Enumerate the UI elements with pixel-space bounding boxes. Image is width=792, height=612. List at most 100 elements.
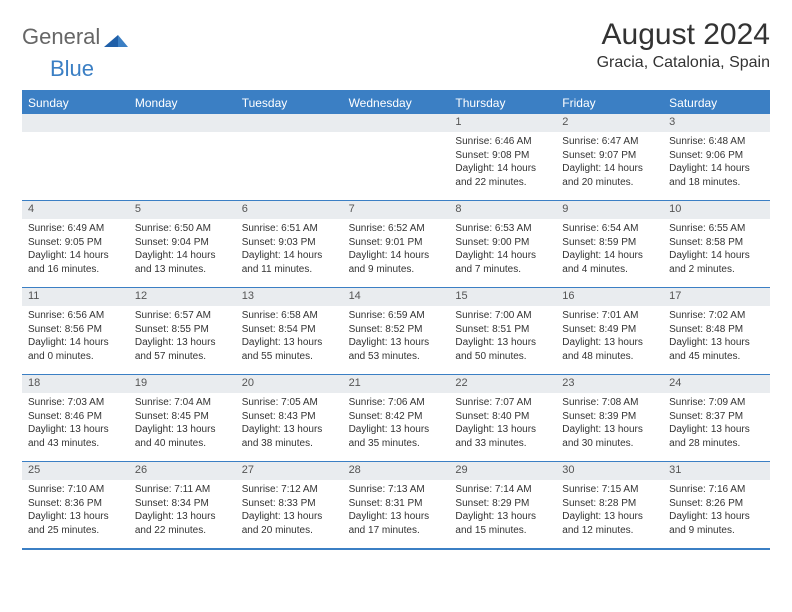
day-line: Sunset: 8:51 PM [455,323,550,337]
day-line: Sunset: 8:26 PM [669,497,764,511]
day-cell [22,114,129,200]
day-line: Sunrise: 7:12 AM [242,483,337,497]
dow-row: Sunday Monday Tuesday Wednesday Thursday… [22,92,770,114]
day-details: Sunrise: 7:14 AMSunset: 8:29 PMDaylight:… [449,480,556,541]
day-line: and 0 minutes. [28,350,123,364]
day-cell: 22Sunrise: 7:07 AMSunset: 8:40 PMDayligh… [449,375,556,461]
day-cell: 4Sunrise: 6:49 AMSunset: 9:05 PMDaylight… [22,201,129,287]
day-line: and 30 minutes. [562,437,657,451]
day-cell: 29Sunrise: 7:14 AMSunset: 8:29 PMDayligh… [449,462,556,548]
day-cell: 14Sunrise: 6:59 AMSunset: 8:52 PMDayligh… [343,288,450,374]
day-line: Daylight: 13 hours [28,423,123,437]
day-cell: 3Sunrise: 6:48 AMSunset: 9:06 PMDaylight… [663,114,770,200]
day-cell: 2Sunrise: 6:47 AMSunset: 9:07 PMDaylight… [556,114,663,200]
day-line: and 35 minutes. [349,437,444,451]
day-line: and 4 minutes. [562,263,657,277]
day-line: Sunset: 8:40 PM [455,410,550,424]
day-line: Daylight: 14 hours [28,249,123,263]
day-line: Sunrise: 6:47 AM [562,135,657,149]
day-details: Sunrise: 6:52 AMSunset: 9:01 PMDaylight:… [343,219,450,280]
day-details: Sunrise: 6:53 AMSunset: 9:00 PMDaylight:… [449,219,556,280]
day-line: and 17 minutes. [349,524,444,538]
day-line: Sunrise: 7:15 AM [562,483,657,497]
day-cell: 6Sunrise: 6:51 AMSunset: 9:03 PMDaylight… [236,201,343,287]
day-line: Sunrise: 7:16 AM [669,483,764,497]
day-number: 1 [449,114,556,132]
day-line: and 28 minutes. [669,437,764,451]
day-details: Sunrise: 7:06 AMSunset: 8:42 PMDaylight:… [343,393,450,454]
day-details: Sunrise: 6:57 AMSunset: 8:55 PMDaylight:… [129,306,236,367]
day-details: Sunrise: 7:04 AMSunset: 8:45 PMDaylight:… [129,393,236,454]
day-line: Sunrise: 6:48 AM [669,135,764,149]
day-line: Sunset: 8:37 PM [669,410,764,424]
day-line: Sunrise: 7:04 AM [135,396,230,410]
day-details: Sunrise: 6:56 AMSunset: 8:56 PMDaylight:… [22,306,129,367]
day-cell: 1Sunrise: 6:46 AMSunset: 9:08 PMDaylight… [449,114,556,200]
day-line: Sunset: 8:36 PM [28,497,123,511]
day-line: Daylight: 13 hours [135,336,230,350]
day-line: Sunrise: 6:46 AM [455,135,550,149]
day-line: and 25 minutes. [28,524,123,538]
day-cell: 24Sunrise: 7:09 AMSunset: 8:37 PMDayligh… [663,375,770,461]
day-line: Sunrise: 7:10 AM [28,483,123,497]
day-number [129,114,236,132]
day-number: 11 [22,288,129,306]
day-cell: 28Sunrise: 7:13 AMSunset: 8:31 PMDayligh… [343,462,450,548]
day-number: 24 [663,375,770,393]
day-line: Sunset: 8:39 PM [562,410,657,424]
day-details: Sunrise: 6:47 AMSunset: 9:07 PMDaylight:… [556,132,663,193]
day-line: Sunset: 8:43 PM [242,410,337,424]
week-row: 25 Sunrise: 7:10 AMSunset: 8:36 PM Dayligh… [22,461,770,548]
day-line: Sunrise: 6:55 AM [669,222,764,236]
day-line: and 38 minutes. [242,437,337,451]
day-line: and 55 minutes. [242,350,337,364]
day-line: Daylight: 13 hours [562,336,657,350]
day-line: Sunrise: 7:11 AM [135,483,230,497]
day-line: Sunrise: 7:03 AM [28,396,123,410]
day-line: Sunset: 8:31 PM [349,497,444,511]
dow-thu: Thursday [449,92,556,114]
day-line: Sunset: 8:49 PM [562,323,657,337]
day-line: Sunrise: 7:07 AM [455,396,550,410]
day-number: 25 [22,462,129,480]
day-number: 6 [236,201,343,219]
day-line: Sunrise: 7:05 AM [242,396,337,410]
day-line: Sunset: 8:46 PM [28,410,123,424]
day-line: and 57 minutes. [135,350,230,364]
day-line: and 33 minutes. [455,437,550,451]
day-cell: 27Sunrise: 7:12 AMSunset: 8:33 PMDayligh… [236,462,343,548]
day-details: Sunrise: 7:12 AMSunset: 8:33 PMDaylight:… [236,480,343,541]
day-number: 19 [129,375,236,393]
day-number: 28 [343,462,450,480]
day-line: and 48 minutes. [562,350,657,364]
location-label: Gracia, Catalonia, Spain [597,54,770,72]
day-number: 9 [556,201,663,219]
day-line: Daylight: 13 hours [669,510,764,524]
day-line: Daylight: 14 hours [669,162,764,176]
day-cell: 20Sunrise: 7:05 AMSunset: 8:43 PMDayligh… [236,375,343,461]
day-cell: 17Sunrise: 7:02 AMSunset: 8:48 PMDayligh… [663,288,770,374]
day-cell: 25Sunrise: 7:10 AMSunset: 8:36 PMDayligh… [22,462,129,548]
day-details: Sunrise: 6:50 AMSunset: 9:04 PMDaylight:… [129,219,236,280]
day-line: and 9 minutes. [669,524,764,538]
day-details: Sunrise: 6:49 AMSunset: 9:05 PMDaylight:… [22,219,129,280]
day-line: Sunrise: 7:02 AM [669,309,764,323]
day-line: Sunset: 9:01 PM [349,236,444,250]
day-number: 16 [556,288,663,306]
day-line: Daylight: 14 hours [242,249,337,263]
day-line: and 18 minutes. [669,176,764,190]
day-number: 2 [556,114,663,132]
day-line: Sunrise: 7:13 AM [349,483,444,497]
day-line: and 2 minutes. [669,263,764,277]
day-line: Sunset: 8:55 PM [135,323,230,337]
day-number: 26 [129,462,236,480]
day-cell: 13Sunrise: 6:58 AMSunset: 8:54 PMDayligh… [236,288,343,374]
day-line: and 13 minutes. [135,263,230,277]
day-line: Sunrise: 7:01 AM [562,309,657,323]
day-line: and 45 minutes. [669,350,764,364]
day-number: 3 [663,114,770,132]
day-line: Sunrise: 6:59 AM [349,309,444,323]
day-line: Sunrise: 6:51 AM [242,222,337,236]
week-row: 18Sunrise: 7:03 AMSunset: 8:46 PMDayligh… [22,374,770,461]
day-number: 17 [663,288,770,306]
